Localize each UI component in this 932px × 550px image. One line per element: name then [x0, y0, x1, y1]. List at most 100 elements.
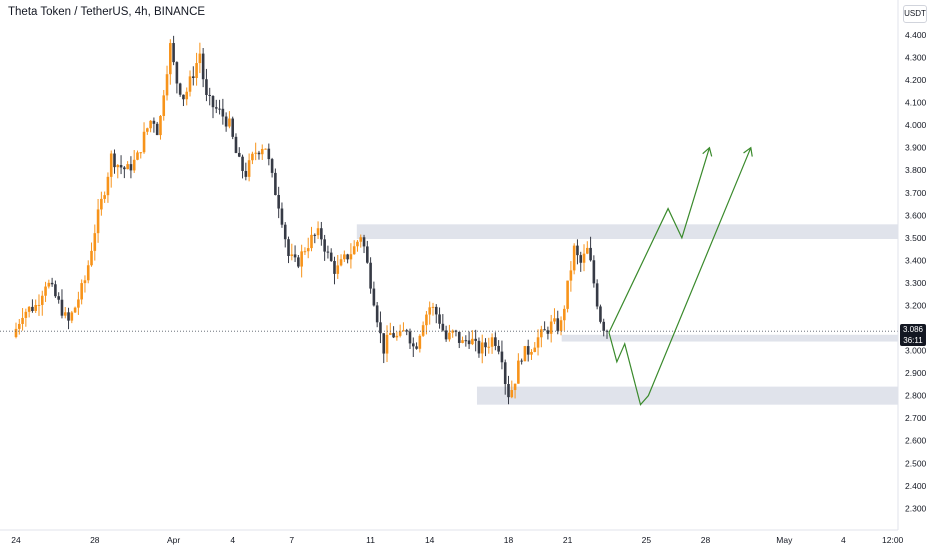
candle-body [434, 306, 438, 315]
candle-body [201, 53, 205, 80]
chart-title: Theta Token / TetherUS, 4h, BINANCE [8, 6, 206, 18]
candle-body [484, 342, 487, 348]
candle-body [428, 307, 431, 315]
x-tick-label: 21 [563, 535, 573, 545]
currency-button[interactable]: USDT [903, 5, 927, 23]
candle-body [411, 343, 415, 347]
candle-body [277, 195, 280, 209]
candle-body [188, 76, 192, 92]
candle-body [100, 198, 103, 210]
candle-body [566, 280, 569, 309]
candle-body [530, 351, 533, 355]
y-tick-label: 3.600 [905, 210, 927, 220]
y-tick-label: 4.200 [905, 75, 927, 85]
candle-body [375, 305, 379, 323]
candle-body [398, 331, 402, 336]
candle-body [270, 159, 274, 173]
candle-body [461, 340, 464, 343]
candle-body [451, 330, 454, 333]
candle-body [540, 329, 543, 338]
candle-body [421, 325, 425, 336]
candle-body [47, 282, 51, 287]
candle-body [90, 250, 93, 266]
y-tick-label: 3.300 [905, 278, 927, 288]
y-tick-label: 2.300 [905, 503, 927, 513]
zone-1 [356, 224, 898, 239]
candle-body [586, 247, 589, 254]
candle-body [83, 280, 87, 284]
candle-body [132, 159, 136, 171]
candle-body [86, 265, 90, 281]
candle-body [425, 314, 428, 326]
x-tick-label: 4 [841, 535, 846, 545]
candle-body [77, 299, 80, 308]
y-tick-label: 3.000 [905, 346, 927, 356]
candle-body [221, 108, 225, 117]
y-tick-label: 3.500 [905, 233, 927, 243]
candle-body [37, 304, 41, 306]
candle-body [431, 306, 435, 308]
candle-body [346, 254, 349, 260]
candle-body [349, 254, 353, 260]
candle-body [214, 107, 218, 109]
candle-body [172, 43, 175, 63]
candle-body [471, 338, 474, 345]
candle-body [73, 307, 77, 313]
candle-body [320, 228, 323, 240]
y-tick-label: 4.400 [905, 30, 927, 40]
y-tick-label: 2.700 [905, 413, 927, 423]
zone-3 [476, 386, 898, 405]
x-tick-label: 18 [504, 535, 514, 545]
candle-body [589, 247, 592, 261]
y-tick-label: 3.400 [905, 255, 927, 265]
x-tick-label: May [776, 535, 793, 545]
candle-body [356, 241, 359, 247]
candle-body [152, 120, 156, 124]
candle-body [162, 95, 166, 116]
candle-body [123, 167, 126, 170]
candle-body [599, 306, 602, 322]
candle-body [448, 332, 451, 340]
candle-body [290, 254, 294, 256]
x-tick-label: 14 [425, 535, 435, 545]
candle-body [487, 346, 491, 348]
candle-body [50, 282, 54, 285]
candle-body [415, 346, 418, 349]
candle-body [44, 286, 47, 296]
candle-body [323, 239, 326, 252]
last-price-tag: 3.086 36:11 [900, 324, 926, 346]
candle-body [116, 165, 120, 168]
candle-body [247, 160, 251, 177]
candle-body [480, 342, 484, 354]
candle-body [208, 94, 212, 96]
x-tick-label: 28 [90, 535, 100, 545]
candle-body [303, 251, 307, 253]
y-tick-label: 2.900 [905, 368, 927, 378]
candle-body [70, 312, 74, 321]
candle-body [159, 115, 162, 136]
candle-body [21, 317, 24, 324]
candle-body [34, 304, 37, 311]
candle-body [287, 239, 290, 256]
candle-body [310, 234, 313, 249]
candle-body [494, 337, 497, 346]
candle-body [274, 172, 277, 196]
candle-body [293, 254, 297, 258]
candle-body [244, 170, 248, 177]
candle-body [218, 108, 221, 110]
projection-path-2 [608, 147, 752, 406]
candle-body [231, 118, 234, 137]
candle-body [126, 164, 129, 170]
y-tick-label: 4.300 [905, 53, 927, 63]
candle-body [228, 118, 231, 127]
candle-body [224, 116, 228, 127]
candle-body [24, 311, 28, 318]
candle-body [563, 308, 566, 321]
candle-body [444, 330, 448, 340]
candle-body [109, 153, 113, 177]
candle-body [467, 340, 471, 345]
candle-body [418, 335, 422, 349]
candle-body [31, 306, 34, 311]
candle-body [336, 265, 340, 274]
x-tick-label: 28 [701, 535, 711, 545]
